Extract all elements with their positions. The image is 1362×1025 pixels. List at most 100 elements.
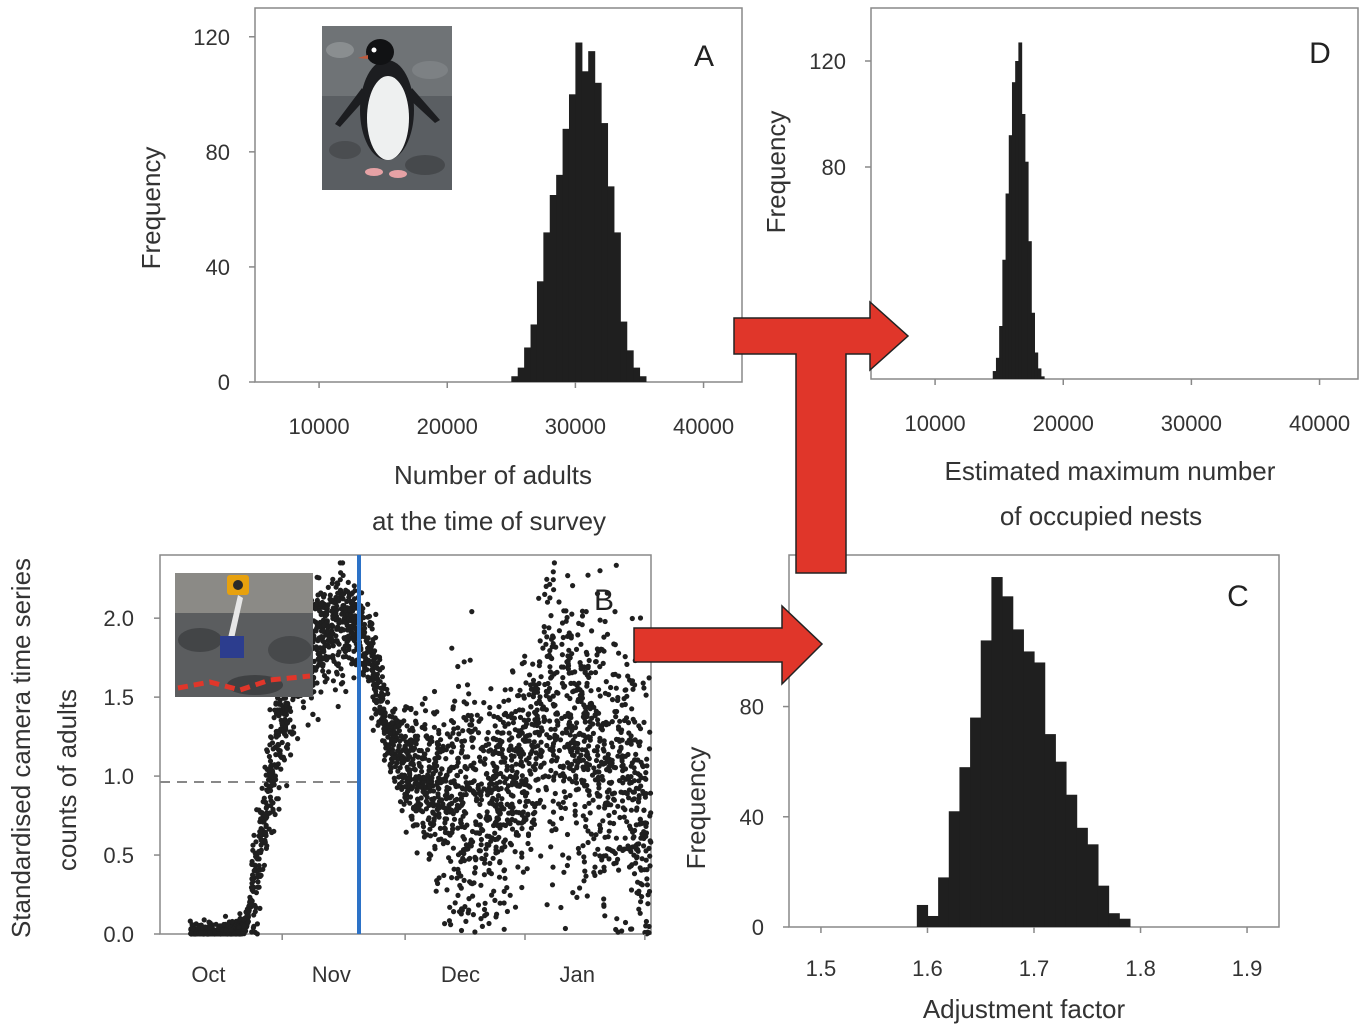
scatter-point xyxy=(634,855,640,861)
scatter-point xyxy=(284,783,290,789)
scatter-point xyxy=(495,793,501,799)
scatter-point xyxy=(641,867,648,873)
scatter-point xyxy=(544,599,551,605)
scatter-point xyxy=(569,611,575,617)
scatter-point xyxy=(364,639,370,646)
scatter-point xyxy=(450,744,457,750)
scatter-point xyxy=(407,800,413,806)
panel-c-xlabel: Adjustment factor xyxy=(923,994,1126,1024)
histogram-bar xyxy=(1097,885,1110,927)
scatter-point xyxy=(526,738,532,744)
histogram-bar xyxy=(1087,844,1099,927)
scatter-point xyxy=(641,719,647,726)
scatter-point xyxy=(482,761,488,767)
scatter-point xyxy=(525,798,531,804)
scatter-point xyxy=(587,810,593,816)
panel-a-frame xyxy=(254,7,743,383)
scatter-point xyxy=(615,803,621,809)
scatter-point xyxy=(461,738,468,744)
scatter-point xyxy=(281,711,287,717)
scatter-point xyxy=(330,576,336,583)
scatter-point xyxy=(490,760,496,766)
scatter-point xyxy=(455,725,461,731)
scatter-point xyxy=(581,859,588,865)
scatter-point xyxy=(612,609,618,615)
scatter-point xyxy=(284,720,291,726)
scatter-point xyxy=(482,756,488,762)
scatter-point xyxy=(404,779,410,785)
scatter-point xyxy=(606,812,612,819)
histogram-bar xyxy=(1018,42,1023,379)
scatter-point xyxy=(580,764,586,770)
scatter-point xyxy=(565,573,571,579)
scatter-point xyxy=(580,757,587,763)
scatter-point xyxy=(268,735,274,741)
scatter-point xyxy=(245,919,251,925)
scatter-point xyxy=(442,825,448,831)
scatter-point xyxy=(457,791,463,797)
x-tick-label: 40000 xyxy=(1289,411,1350,436)
scatter-point xyxy=(449,875,455,881)
scatter-point xyxy=(542,681,548,688)
scatter-point xyxy=(616,737,622,743)
scatter-point xyxy=(508,743,514,749)
scatter-point xyxy=(585,665,591,671)
scatter-point xyxy=(478,916,484,922)
scatter-point xyxy=(330,631,336,637)
scatter-point xyxy=(477,830,483,837)
scatter-point xyxy=(260,866,266,873)
scatter-point xyxy=(585,787,591,793)
scatter-point xyxy=(559,715,565,722)
scatter-point xyxy=(534,689,541,695)
scatter-point xyxy=(203,924,209,931)
panel-c: 1.5 1.6 1.7 1.8 1.9 0 40 80 C Adjustment facto… xyxy=(681,554,1280,1024)
x-tick-label: Nov xyxy=(312,962,351,987)
scatter-point xyxy=(537,638,543,644)
scatter-point xyxy=(580,813,586,819)
scatter-point xyxy=(532,730,538,736)
scatter-point xyxy=(484,841,490,848)
scatter-point xyxy=(501,698,507,705)
scatter-point xyxy=(437,804,443,810)
scatter-point xyxy=(600,660,606,667)
scatter-point xyxy=(262,811,268,818)
scatter-point xyxy=(228,927,235,933)
scatter-point xyxy=(291,730,297,736)
scatter-point xyxy=(590,797,596,803)
scatter-point xyxy=(581,778,587,784)
scatter-point xyxy=(433,768,439,774)
scatter-point xyxy=(486,833,492,840)
scatter-point xyxy=(463,810,469,816)
scatter-point xyxy=(476,718,482,724)
scatter-point xyxy=(550,821,556,827)
scatter-point xyxy=(254,931,260,937)
scatter-point xyxy=(445,795,451,801)
scatter-point xyxy=(235,929,241,935)
scatter-point xyxy=(516,742,522,748)
histogram-bar xyxy=(1005,193,1010,379)
scatter-point xyxy=(521,659,527,666)
panel-a-xlabel-line2: at the time of survey xyxy=(372,506,606,536)
scatter-point xyxy=(198,930,204,936)
scatter-point xyxy=(520,751,527,757)
scatter-point xyxy=(544,634,550,640)
scatter-point xyxy=(371,686,377,692)
scatter-point xyxy=(608,761,614,767)
scatter-point xyxy=(486,920,492,927)
scatter-point xyxy=(624,819,630,825)
x-tick-label: 1.9 xyxy=(1232,956,1263,981)
scatter-point xyxy=(560,799,566,805)
scatter-point xyxy=(479,826,485,832)
scatter-point xyxy=(370,727,376,733)
scatter-point xyxy=(618,745,624,752)
histogram-bar xyxy=(549,195,557,382)
scatter-point xyxy=(578,641,584,647)
scatter-point xyxy=(484,788,490,794)
scatter-point xyxy=(547,664,553,670)
scatter-point xyxy=(520,763,526,769)
scatter-point xyxy=(349,656,355,663)
scatter-point xyxy=(320,668,326,674)
scatter-point xyxy=(460,800,466,806)
scatter-point xyxy=(456,731,462,737)
histogram-bar xyxy=(992,371,997,379)
